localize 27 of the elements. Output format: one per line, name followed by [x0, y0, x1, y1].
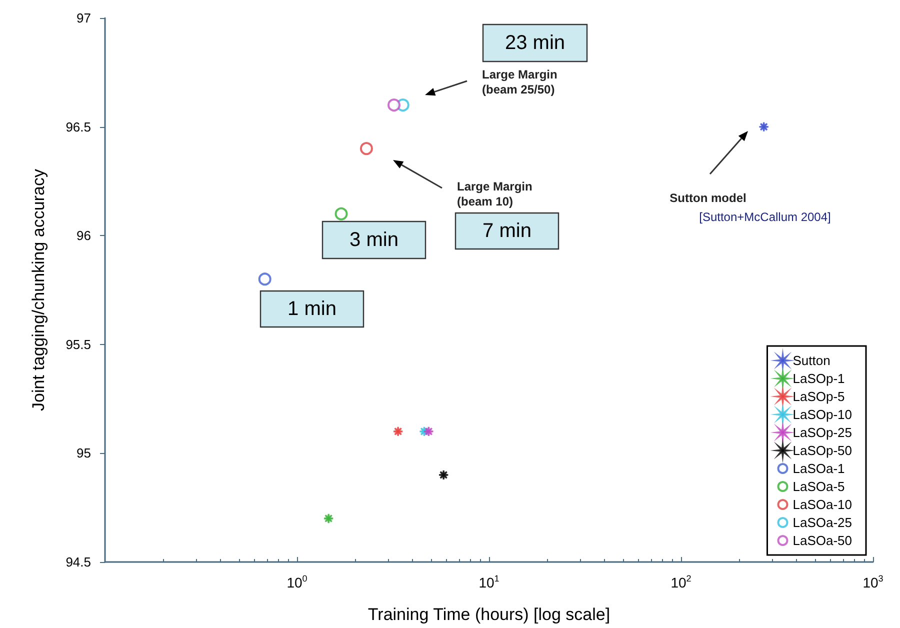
annotation: 1 min	[288, 298, 336, 320]
annotation: Large Margin (beam 25/50)	[482, 68, 558, 96]
y-tick-label: 97	[76, 10, 91, 26]
legend-label: LaSOp-5	[792, 389, 845, 404]
y-tick-label: 95	[76, 446, 91, 461]
annotation: 7 min	[482, 220, 532, 242]
annotation: Large Margin (beam 10)	[457, 180, 532, 208]
legend-label: Sutton	[792, 353, 830, 368]
annotation: [Sutton+McCallum 2004]	[699, 210, 831, 224]
annotation: 3 min	[350, 229, 398, 251]
legend-label: LaSOp-1	[792, 371, 845, 386]
legend-label: LaSOa-25	[792, 515, 852, 530]
legend-label: LaSOa-50	[792, 533, 852, 548]
annotation: 23 min	[504, 32, 566, 54]
y-tick-label: 96	[76, 228, 91, 244]
legend-label: LaSOp-50	[792, 443, 852, 458]
x-axis-title: Training Time (hours) [log scale]	[368, 605, 610, 624]
legend-label: LaSOp-25	[792, 425, 852, 440]
legend-label: LaSOa-10	[792, 497, 852, 512]
y-tick-label: 94.5	[66, 554, 91, 570]
legend-label: LaSOp-10	[792, 407, 852, 422]
y-tick-label: 95.5	[66, 336, 91, 352]
y-axis-title: Joint tagging/chunking accuracy	[29, 168, 48, 411]
annotation: Sutton model	[670, 191, 746, 205]
legend-label: LaSOa-5	[792, 479, 845, 494]
y-tick-label: 96.5	[66, 119, 91, 134]
legend-label: LaSOa-1	[792, 461, 845, 476]
